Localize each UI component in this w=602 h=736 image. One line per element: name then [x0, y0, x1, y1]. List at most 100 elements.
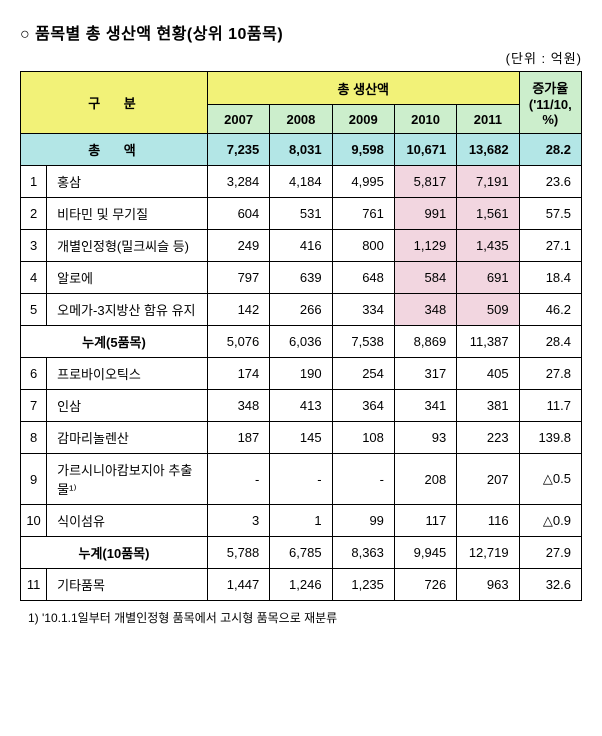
data-cell: 348 [207, 390, 269, 422]
data-cell: 341 [394, 390, 456, 422]
data-cell: 416 [270, 230, 332, 262]
row-number: 1 [21, 166, 47, 198]
subtotal-label: 누계(5품목) [21, 326, 208, 358]
rate-cell: 46.2 [519, 294, 581, 326]
table-row: 9가르시니아캄보지아 추출물¹⁾---208207△0.5 [21, 454, 582, 505]
data-cell: 348 [394, 294, 456, 326]
header-year-2008: 2008 [270, 105, 332, 134]
data-cell: - [332, 454, 394, 505]
subtotal-row: 누계(10품목)5,7886,7858,3639,94512,71927.9 [21, 537, 582, 569]
unit-label: (단위 : 억원) [20, 48, 582, 67]
data-cell: 800 [332, 230, 394, 262]
data-cell: 266 [270, 294, 332, 326]
rate-cell: 11.7 [519, 390, 581, 422]
data-cell: 249 [207, 230, 269, 262]
data-cell: 334 [332, 294, 394, 326]
data-cell: 991 [394, 198, 456, 230]
data-cell: 7,191 [457, 166, 519, 198]
data-cell: 3,284 [207, 166, 269, 198]
data-cell: 108 [332, 422, 394, 454]
data-cell: 797 [207, 262, 269, 294]
rate-cell: 18.4 [519, 262, 581, 294]
data-cell: 11,387 [457, 326, 519, 358]
data-cell: 208 [394, 454, 456, 505]
data-cell: 413 [270, 390, 332, 422]
total-2008: 8,031 [270, 134, 332, 166]
data-cell: 604 [207, 198, 269, 230]
data-cell: 99 [332, 505, 394, 537]
rate-cell: △0.9 [519, 505, 581, 537]
page-title: ○ 품목별 총 생산액 현황(상위 10품목) [20, 20, 582, 44]
data-cell: 405 [457, 358, 519, 390]
header-year-2007: 2007 [207, 105, 269, 134]
row-label: 기타품목 [47, 569, 208, 601]
data-cell: 117 [394, 505, 456, 537]
row-number: 10 [21, 505, 47, 537]
data-cell: 116 [457, 505, 519, 537]
data-cell: 381 [457, 390, 519, 422]
data-cell: 254 [332, 358, 394, 390]
table-row: 2비타민 및 무기질6045317619911,56157.5 [21, 198, 582, 230]
data-cell: 584 [394, 262, 456, 294]
row-number: 9 [21, 454, 47, 505]
data-cell: 639 [270, 262, 332, 294]
data-cell: 1,447 [207, 569, 269, 601]
table-row: 4알로에79763964858469118.4 [21, 262, 582, 294]
total-2009: 9,598 [332, 134, 394, 166]
data-cell: 1,129 [394, 230, 456, 262]
row-label: 인삼 [47, 390, 208, 422]
total-rate: 28.2 [519, 134, 581, 166]
data-cell: 7,538 [332, 326, 394, 358]
row-number: 8 [21, 422, 47, 454]
total-2007: 7,235 [207, 134, 269, 166]
rate-cell: △0.5 [519, 454, 581, 505]
data-cell: 726 [394, 569, 456, 601]
header-gubun: 구 분 [21, 72, 208, 134]
table-row: 1홍삼3,2844,1844,9955,8177,19123.6 [21, 166, 582, 198]
data-cell: 5,817 [394, 166, 456, 198]
rate-cell: 32.6 [519, 569, 581, 601]
data-cell: 190 [270, 358, 332, 390]
header-total: 총 액 [21, 134, 208, 166]
data-cell: 93 [394, 422, 456, 454]
header-year-2010: 2010 [394, 105, 456, 134]
rate-cell: 139.8 [519, 422, 581, 454]
data-cell: 4,995 [332, 166, 394, 198]
data-cell: 174 [207, 358, 269, 390]
header-rate: 증가율 ('11/10, %) [519, 72, 581, 134]
row-number: 2 [21, 198, 47, 230]
data-cell: 9,945 [394, 537, 456, 569]
data-cell: 4,184 [270, 166, 332, 198]
data-cell: 1 [270, 505, 332, 537]
data-cell: 8,869 [394, 326, 456, 358]
data-cell: 509 [457, 294, 519, 326]
row-label: 홍삼 [47, 166, 208, 198]
row-number: 4 [21, 262, 47, 294]
subtotal-label: 누계(10품목) [21, 537, 208, 569]
header-year-2011: 2011 [457, 105, 519, 134]
data-cell: 3 [207, 505, 269, 537]
rate-cell: 27.1 [519, 230, 581, 262]
table-row: 10식이섬유3199117116△0.9 [21, 505, 582, 537]
data-cell: 207 [457, 454, 519, 505]
data-cell: - [270, 454, 332, 505]
rate-cell: 28.4 [519, 326, 581, 358]
table-row: 11기타품목1,4471,2461,23572696332.6 [21, 569, 582, 601]
footnote: 1) '10.1.1일부터 개별인정형 품목에서 고시형 품목으로 재분류 [20, 609, 582, 626]
total-2011: 13,682 [457, 134, 519, 166]
row-label: 알로에 [47, 262, 208, 294]
production-table: 구 분 총 생산액 증가율 ('11/10, %) 2007 2008 2009… [20, 71, 582, 601]
data-cell: 6,785 [270, 537, 332, 569]
row-number: 7 [21, 390, 47, 422]
data-cell: 761 [332, 198, 394, 230]
subtotal-row: 누계(5품목)5,0766,0367,5388,86911,38728.4 [21, 326, 582, 358]
total-2010: 10,671 [394, 134, 456, 166]
row-number: 6 [21, 358, 47, 390]
table-row: 3개별인정형(밀크씨슬 등)2494168001,1291,43527.1 [21, 230, 582, 262]
table-row: 5오메가-3지방산 함유 유지14226633434850946.2 [21, 294, 582, 326]
row-label: 개별인정형(밀크씨슬 등) [47, 230, 208, 262]
row-label: 식이섬유 [47, 505, 208, 537]
data-cell: 223 [457, 422, 519, 454]
rate-cell: 23.6 [519, 166, 581, 198]
data-cell: 5,788 [207, 537, 269, 569]
